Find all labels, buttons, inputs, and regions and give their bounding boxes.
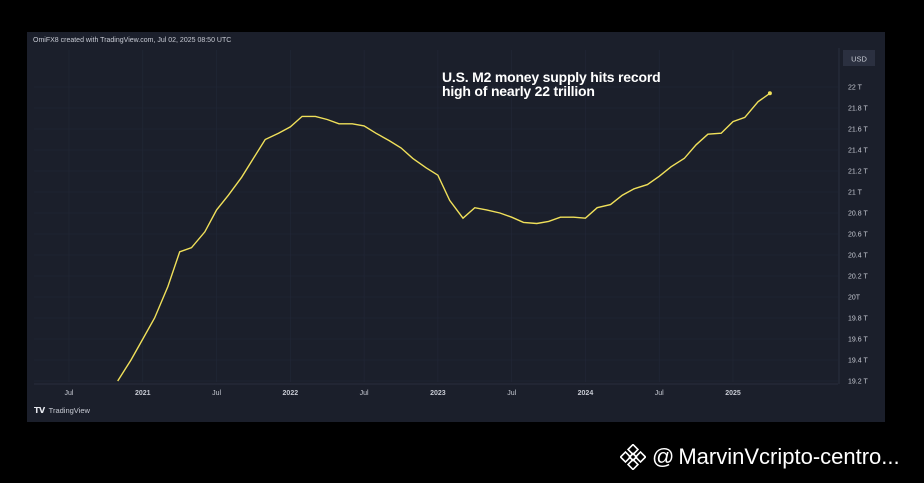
tradingview-logo: 𝗧𝗩 TradingView (34, 406, 90, 415)
x-tick-label: Jul (65, 390, 74, 397)
y-tick-label: 22 T (848, 85, 863, 92)
m2-series-line (117, 92, 771, 382)
x-tick-label: Jul (655, 390, 664, 397)
gridlines (34, 50, 838, 382)
x-tick-label: 2022 (283, 390, 299, 397)
y-tick-label: 19.4 T (848, 358, 868, 365)
y-tick-label: 21.8 T (848, 106, 868, 113)
y-tick-label: 21.2 T (848, 169, 868, 176)
x-tick-label: Jul (507, 390, 516, 397)
x-tick-label: 2024 (578, 390, 594, 397)
tradingview-label: TradingView (48, 406, 90, 415)
y-tick-label: 19.8 T (848, 316, 868, 323)
binance-logo-icon (620, 444, 646, 470)
currency-badge: USD (843, 50, 875, 66)
y-tick-label: 21.6 T (848, 127, 868, 134)
y-tick-label: 20.8 T (848, 211, 868, 218)
x-tick-label: 2025 (725, 390, 741, 397)
chart-caption: OmiFX8 created with TradingView.com, Jul… (33, 37, 232, 44)
tradingview-mark-icon: 𝗧𝗩 (34, 406, 45, 415)
y-tick-label: 20.6 T (848, 232, 868, 239)
watermark-handle: MarvinVcripto-centro... (678, 444, 900, 469)
y-axis: 22 T 21.8 T 21.6 T 21.4 T 21.2 T 21 T 20.8 T 20… (838, 48, 868, 386)
y-tick-label: 20T (848, 295, 861, 302)
y-tick-label: 19.6 T (848, 337, 868, 344)
latest-value-marker (767, 91, 772, 96)
chart-panel (27, 32, 885, 422)
chart-title: U.S. M2 money supply hits record high of… (442, 69, 661, 99)
y-tick-label: 20.4 T (848, 253, 868, 260)
x-tick-label: Jul (212, 390, 221, 397)
y-tick-label: 21.4 T (848, 148, 868, 155)
y-tick-label: 20.2 T (848, 274, 868, 281)
y-tick-label: 19.2 T (848, 379, 868, 386)
chart-title-line-2: high of nearly 22 trillion (442, 83, 595, 99)
watermark: @ MarvinVcripto-centro... (620, 444, 900, 470)
currency-label: USD (851, 55, 867, 64)
y-tick-label: 21 T (848, 190, 863, 197)
watermark-at: @ (652, 444, 675, 469)
x-tick-label: 2021 (135, 390, 151, 397)
x-tick-label: 2023 (430, 390, 446, 397)
chart-title-line-1: U.S. M2 money supply hits record (442, 69, 661, 85)
x-tick-label: Jul (360, 390, 369, 397)
x-axis: Jul 2021 Jul 2022 Jul 2023 Jul 2024 Jul 2025 (34, 383, 838, 397)
